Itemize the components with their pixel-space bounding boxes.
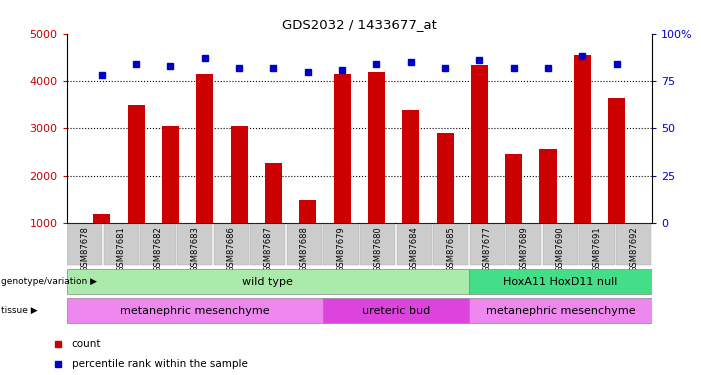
FancyBboxPatch shape [67, 224, 102, 266]
Bar [471, 64, 488, 223]
Text: GSM87687: GSM87687 [264, 226, 272, 273]
Text: metanephric mesenchyme: metanephric mesenchyme [486, 306, 635, 315]
Text: GSM87690: GSM87690 [556, 226, 565, 272]
Text: GSM87678: GSM87678 [81, 226, 90, 273]
Bar [93, 214, 110, 223]
Bar [265, 162, 282, 223]
Title: GDS2032 / 1433677_at: GDS2032 / 1433677_at [282, 18, 437, 31]
Text: GSM87689: GSM87689 [519, 226, 529, 272]
Text: GSM87686: GSM87686 [226, 226, 236, 273]
Text: GSM87683: GSM87683 [190, 226, 199, 273]
Bar [608, 98, 625, 223]
Bar [231, 126, 247, 223]
Bar [334, 74, 350, 223]
FancyBboxPatch shape [287, 224, 322, 266]
Text: GSM87677: GSM87677 [483, 226, 492, 273]
Text: GSM87682: GSM87682 [154, 226, 163, 272]
FancyBboxPatch shape [506, 224, 541, 266]
Text: GSM87692: GSM87692 [629, 226, 638, 272]
FancyBboxPatch shape [543, 224, 578, 266]
Bar [574, 55, 591, 223]
Bar [196, 74, 213, 223]
Text: ureteric bud: ureteric bud [362, 306, 430, 315]
FancyBboxPatch shape [104, 224, 139, 266]
Bar [162, 126, 179, 223]
Text: GSM87688: GSM87688 [300, 226, 309, 273]
Bar [402, 111, 419, 223]
FancyBboxPatch shape [470, 224, 505, 266]
Text: GSM87679: GSM87679 [336, 226, 346, 272]
FancyBboxPatch shape [214, 224, 249, 266]
Text: wild type: wild type [243, 277, 293, 286]
FancyBboxPatch shape [360, 224, 395, 266]
Bar [505, 154, 522, 223]
Bar [540, 149, 557, 223]
Bar [128, 105, 144, 223]
Text: GSM87681: GSM87681 [117, 226, 126, 272]
Text: tissue ▶: tissue ▶ [1, 306, 37, 315]
Text: genotype/variation ▶: genotype/variation ▶ [1, 277, 97, 286]
Text: GSM87680: GSM87680 [373, 226, 382, 272]
Bar [437, 133, 454, 223]
FancyBboxPatch shape [469, 270, 652, 294]
FancyBboxPatch shape [323, 224, 358, 266]
Text: GSM87691: GSM87691 [592, 226, 601, 272]
Text: GSM87685: GSM87685 [447, 226, 455, 272]
FancyBboxPatch shape [177, 224, 212, 266]
Bar [368, 72, 385, 223]
FancyBboxPatch shape [397, 224, 432, 266]
Text: count: count [72, 339, 102, 349]
Text: HoxA11 HoxD11 null: HoxA11 HoxD11 null [503, 277, 618, 286]
Text: metanephric mesenchyme: metanephric mesenchyme [120, 306, 269, 315]
FancyBboxPatch shape [469, 298, 652, 322]
FancyBboxPatch shape [433, 224, 468, 266]
Bar [299, 200, 316, 223]
FancyBboxPatch shape [67, 270, 469, 294]
FancyBboxPatch shape [616, 224, 651, 266]
FancyBboxPatch shape [580, 224, 615, 266]
Text: percentile rank within the sample: percentile rank within the sample [72, 359, 247, 369]
FancyBboxPatch shape [322, 298, 469, 322]
FancyBboxPatch shape [250, 224, 285, 266]
Text: GSM87684: GSM87684 [409, 226, 418, 272]
FancyBboxPatch shape [67, 298, 322, 322]
FancyBboxPatch shape [140, 224, 176, 266]
